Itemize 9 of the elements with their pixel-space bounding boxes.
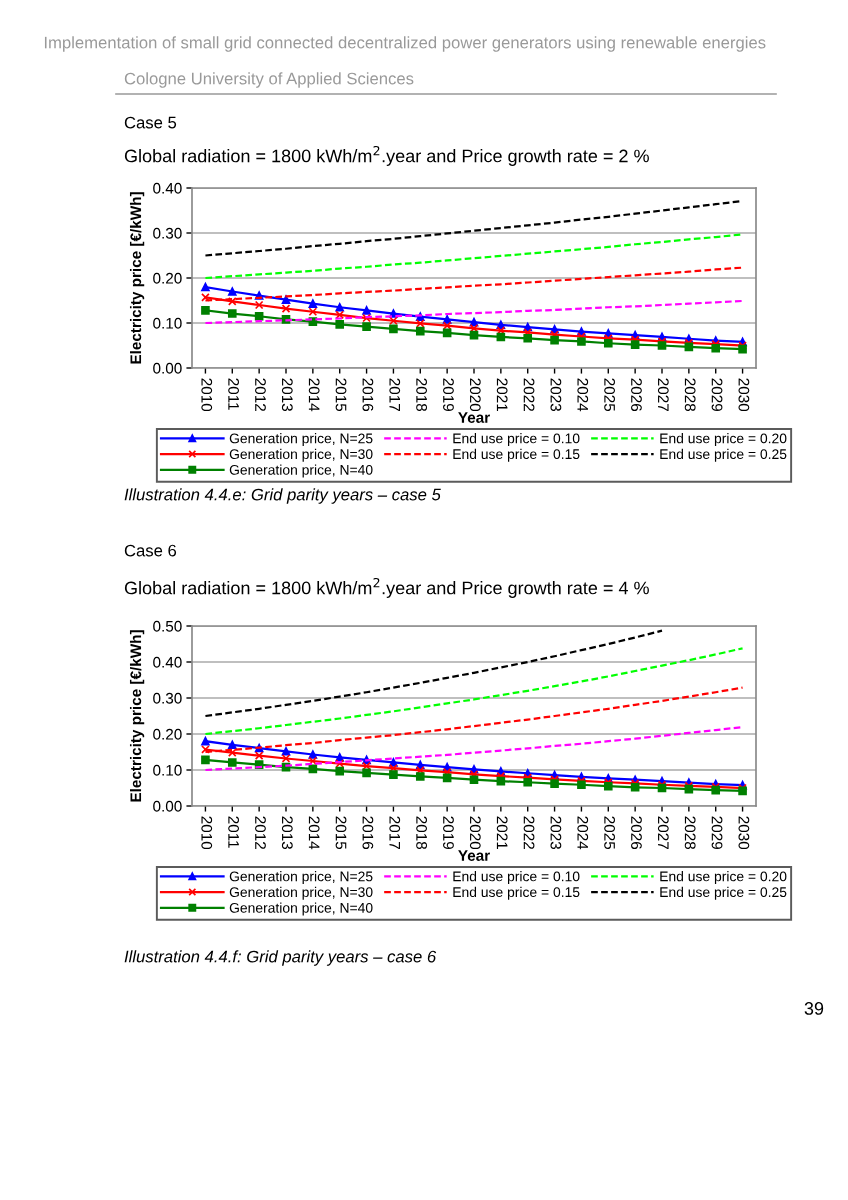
chart-title: Global radiation = 1800 kWh/m$^{2}$.year and Price growth rate = 4 % — [124, 577, 649, 598]
text: 39 — [804, 1002, 824, 1015]
chart-title: Global radiation = 1800 kWh/m$^{2}$.year and Price growth rate = 2 % — [124, 145, 649, 166]
text: Implementation of small grid connected decentralized power generators using renewable energies — [44, 36, 766, 52]
text: Illustration 4.4.e: Grid parity years – case 5 — [124, 488, 441, 504]
text: Cologne University of Applied Sciences — [124, 72, 414, 88]
text: Case 6 — [124, 544, 177, 557]
text: Case 5 — [124, 116, 177, 129]
text: Illustration 4.4.f: Grid parity years – case 6 — [124, 950, 437, 966]
